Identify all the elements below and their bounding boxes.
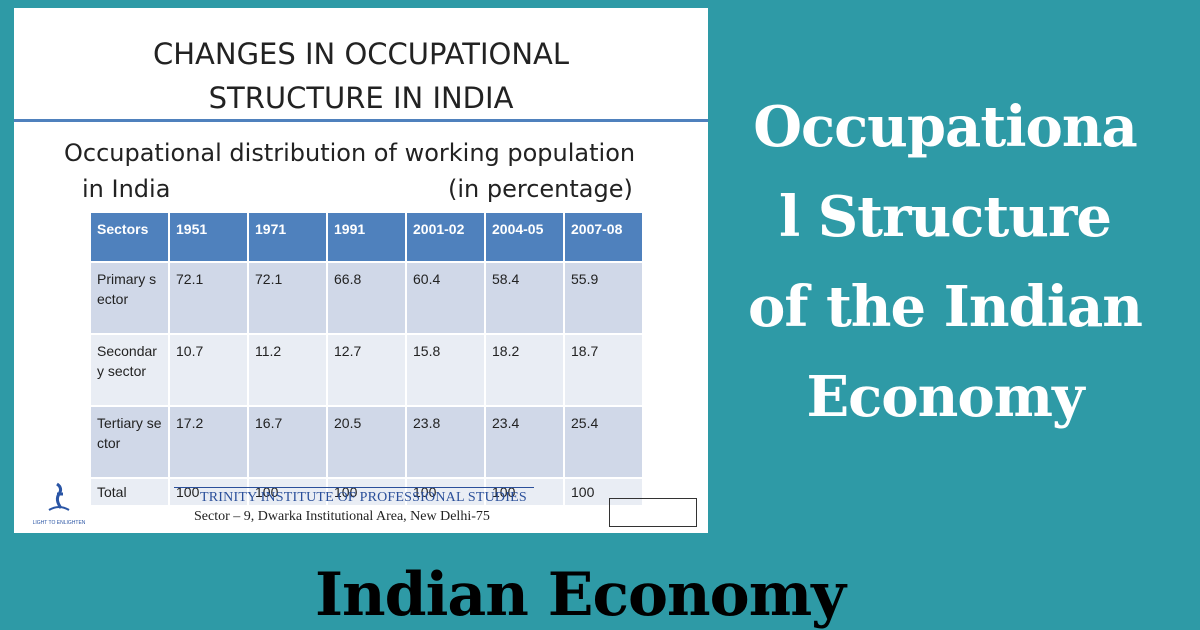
- table-cell: 60.4: [405, 261, 486, 335]
- table-cell: 20.5: [326, 405, 407, 479]
- institute-name: TRINITY INSTITUTE OF PROFESSIONAL STUDIE…: [200, 490, 527, 505]
- table-cell: 72.1: [247, 261, 328, 335]
- table-cell: 100: [326, 477, 407, 507]
- table-row: Secondary sector 10.7 11.2 12.7 15.8 18.2 18.7: [89, 333, 644, 407]
- header-cell: 1951: [168, 211, 249, 263]
- table-cell: 12.7: [326, 333, 407, 407]
- row-label: Tertiary sector: [89, 405, 170, 479]
- subtitle: in India: [82, 175, 171, 203]
- bottom-title: Indian Economy: [314, 560, 846, 630]
- table-cell: 72.1: [168, 261, 249, 335]
- table-row: Total 100 100 100 100 100 100: [89, 477, 644, 507]
- table-cell: 16.7: [247, 405, 328, 479]
- table-cell: 23.4: [484, 405, 565, 479]
- header-cell: 2007-08: [563, 211, 644, 263]
- table-cell: 15.8: [405, 333, 486, 407]
- header-row: Sectors 1951 1971 1991 2001-02 2004-05 2007-08: [89, 211, 644, 263]
- side-title: Occupationa l Structure of the Indian Ec…: [720, 82, 1170, 442]
- table-cell: 10.7: [168, 333, 249, 407]
- table-cell: 100: [484, 477, 565, 507]
- institute-address: Sector – 9, Dwarka Institutional Area, N…: [194, 509, 490, 524]
- side-title-line: l Structure: [778, 184, 1112, 250]
- row-label: Secondary sector: [89, 333, 170, 407]
- header-cell: Sectors: [89, 211, 170, 263]
- table-row: Primary sector 72.1 72.1 66.8 60.4 58.4 55.9: [89, 261, 644, 335]
- title-line: CHANGES IN OCCUPATIONAL: [152, 37, 570, 71]
- table-cell: 17.2: [168, 405, 249, 479]
- logo-text: LIGHT TO ENLIGHTEN: [33, 520, 86, 526]
- unit-note: (in percentage): [448, 175, 633, 203]
- table-cell: 100: [563, 477, 644, 507]
- divider: [174, 487, 534, 488]
- table-cell: 100: [247, 477, 328, 507]
- slide: CHANGES IN OCCUPATIONAL STRUCTURE IN IND…: [14, 8, 708, 533]
- data-table: Sectors 1951 1971 1991 2001-02 2004-05 2007-08…: [89, 211, 644, 507]
- row-label: Primary sector: [89, 261, 170, 335]
- row-label: Total: [89, 477, 170, 507]
- table-row: Tertiary sector 17.2 16.7 20.5 23.8 23.4 25.4: [89, 405, 644, 479]
- table-cell: 100: [168, 477, 249, 507]
- table-cell: 58.4: [484, 261, 565, 335]
- subtitle: Occupational distribution of working pop…: [64, 139, 636, 167]
- table-cell: 18.2: [484, 333, 565, 407]
- slide-title: CHANGES IN OCCUPATIONAL STRUCTURE IN IND…: [14, 32, 708, 120]
- header-cell: 2001-02: [405, 211, 486, 263]
- title-line: STRUCTURE IN INDIA: [208, 81, 514, 115]
- table-cell: 66.8: [326, 261, 407, 335]
- table-cell: 100: [405, 477, 486, 507]
- header-cell: 1991: [326, 211, 407, 263]
- blank-box: [609, 498, 697, 527]
- side-title-line: of the Indian: [748, 274, 1143, 340]
- side-title-line: Occupationa: [753, 94, 1138, 160]
- side-title-line: Economy: [806, 364, 1085, 430]
- table-cell: 23.8: [405, 405, 486, 479]
- table-cell: 55.9: [563, 261, 644, 335]
- table-cell: 18.7: [563, 333, 644, 407]
- table-cell: 11.2: [247, 333, 328, 407]
- header-cell: 1971: [247, 211, 328, 263]
- table-cell: 25.4: [563, 405, 644, 479]
- logo: LIGHT TO ENLIGHTEN: [33, 482, 86, 526]
- title-rule: [14, 119, 708, 122]
- header-cell: 2004-05: [484, 211, 565, 263]
